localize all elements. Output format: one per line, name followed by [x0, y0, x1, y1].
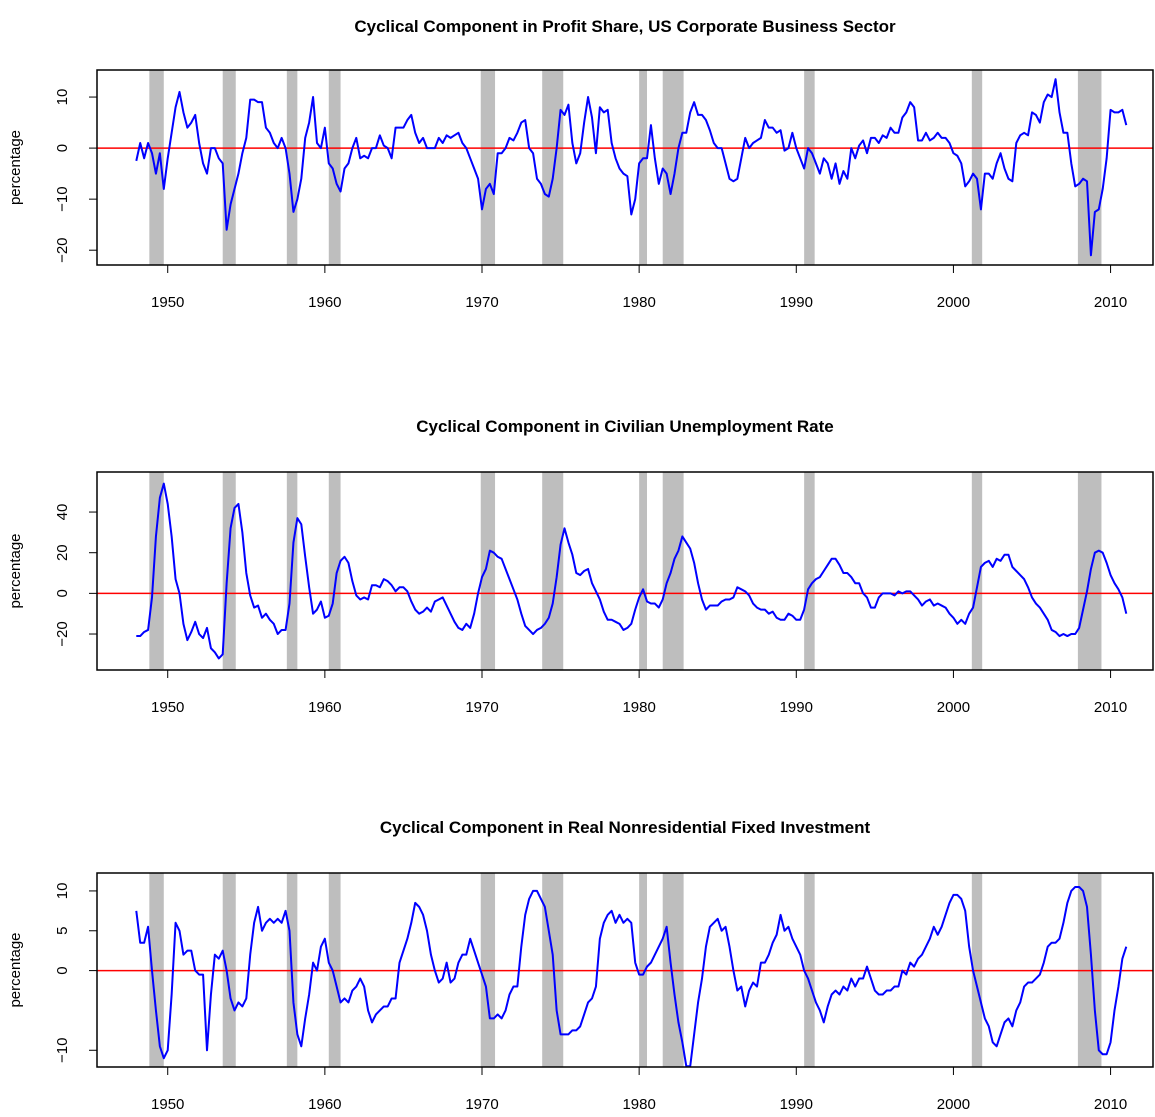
recession-band	[480, 70, 496, 265]
x-tick-label: 1990	[780, 1096, 813, 1113]
recession-band	[480, 472, 496, 670]
recession-band	[804, 472, 815, 670]
x-tick-label: 1950	[151, 1096, 184, 1113]
x-tick-label: 2010	[1094, 294, 1127, 311]
x-tick-label: 1950	[151, 699, 184, 716]
x-tick-label: 2000	[937, 294, 970, 311]
y-tick-label: 10	[54, 883, 71, 900]
x-tick-label: 2010	[1094, 699, 1127, 716]
y-axis-label: percentage	[7, 130, 24, 205]
y-tick-label: 0	[54, 144, 71, 152]
recession-band	[971, 70, 983, 265]
recession-band	[662, 472, 684, 670]
x-tick-label: 1980	[622, 699, 655, 716]
recession-band	[639, 472, 647, 670]
recession-band	[542, 70, 564, 265]
recession-band	[639, 70, 647, 265]
recession-band	[971, 472, 983, 670]
recession-band	[542, 472, 564, 670]
data-line	[136, 482, 1128, 660]
recession-band	[328, 472, 341, 670]
y-axis-label: percentage	[7, 932, 24, 1007]
recession-band	[1077, 70, 1102, 265]
x-tick-label: 1980	[622, 1096, 655, 1113]
recession-band	[662, 70, 684, 265]
y-tick-label: −20	[54, 621, 71, 646]
x-tick-label: 1970	[465, 294, 498, 311]
x-tick-label: 2000	[937, 1096, 970, 1113]
data-line	[135, 885, 1128, 1068]
x-tick-label: 1980	[622, 294, 655, 311]
x-tick-label: 2000	[937, 699, 970, 716]
x-tick-label: 1990	[780, 294, 813, 311]
x-tick-label: 1970	[465, 1096, 498, 1113]
y-tick-label: −20	[54, 237, 71, 262]
x-tick-label: 2010	[1094, 1096, 1127, 1113]
y-tick-label: −10	[54, 1038, 71, 1063]
chart-title: Cyclical Component in Real Nonresidentia…	[380, 818, 871, 837]
recession-band	[222, 472, 236, 670]
recession-band	[149, 472, 164, 670]
y-tick-label: 20	[54, 544, 71, 561]
y-tick-label: 0	[54, 589, 71, 597]
y-tick-label: 0	[54, 966, 71, 974]
recession-band	[286, 70, 298, 265]
recession-band	[328, 70, 341, 265]
chart-title: Cyclical Component in Profit Share, US C…	[354, 17, 896, 36]
y-tick-label: 40	[54, 504, 71, 521]
chart-title: Cyclical Component in Civilian Unemploym…	[416, 417, 834, 436]
x-tick-label: 1960	[308, 294, 341, 311]
recession-band	[222, 70, 236, 265]
x-tick-label: 1960	[308, 1096, 341, 1113]
y-axis-label: percentage	[7, 533, 24, 608]
x-tick-label: 1990	[780, 699, 813, 716]
y-tick-label: 10	[54, 89, 71, 106]
x-tick-label: 1950	[151, 294, 184, 311]
x-tick-label: 1970	[465, 699, 498, 716]
x-tick-label: 1960	[308, 699, 341, 716]
data-line	[135, 78, 1128, 257]
recession-band	[804, 70, 815, 265]
plot-box	[96, 471, 1154, 671]
y-tick-label: −10	[54, 186, 71, 211]
y-tick-label: 5	[54, 927, 71, 935]
